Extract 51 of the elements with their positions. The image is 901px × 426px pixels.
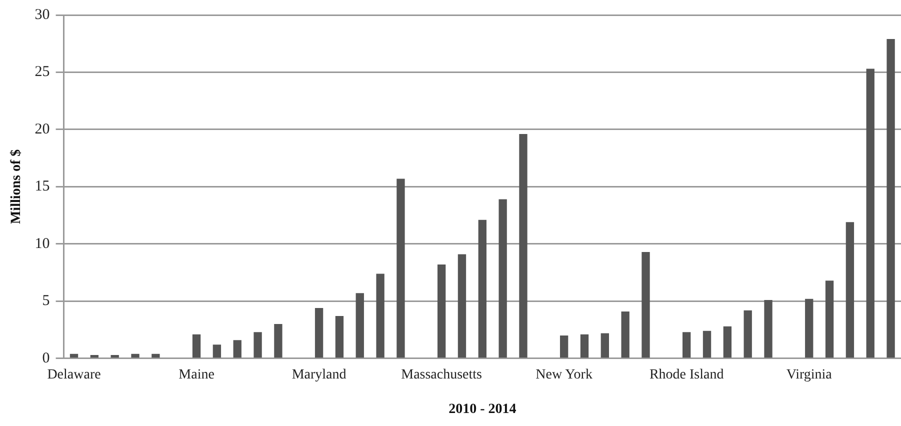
bar [376, 274, 384, 358]
bar [314, 308, 324, 358]
y-tick-label: 30 [34, 6, 50, 23]
bar [274, 324, 282, 358]
bar [744, 310, 752, 358]
bar [152, 354, 160, 358]
bar [90, 354, 99, 358]
bar [723, 326, 732, 358]
bar [498, 199, 507, 358]
bar [846, 222, 854, 358]
bar [192, 334, 201, 358]
bar [356, 293, 364, 358]
bar [866, 68, 874, 358]
bar [600, 333, 609, 358]
x-axis-title: 2010 - 2014 [448, 402, 516, 418]
bar [233, 340, 242, 358]
bar [682, 332, 691, 358]
bar [458, 254, 466, 358]
x-tick-label: Delaware [47, 367, 101, 382]
bar [642, 252, 650, 358]
y-axis-title: Millions of $ [9, 149, 24, 224]
bar [478, 220, 486, 358]
y-tick-label: 0 [42, 350, 50, 366]
x-tick-label: Rhode Island [649, 367, 724, 382]
bar [396, 178, 405, 358]
x-tick-label: New York [536, 367, 592, 382]
bar [335, 316, 344, 358]
x-tick-label: Virginia [786, 367, 833, 382]
bar [254, 332, 262, 358]
y-tick-label: 20 [34, 121, 50, 138]
x-tick-label: Massachusetts [401, 367, 482, 382]
bar [131, 354, 140, 358]
x-tick-label: Maine [178, 367, 214, 382]
bar [886, 39, 895, 358]
bar [580, 334, 589, 358]
bar [805, 298, 814, 358]
bar [212, 344, 222, 358]
bar [764, 300, 772, 358]
bar [560, 336, 568, 358]
bar [437, 264, 446, 358]
bar [621, 311, 630, 358]
y-tick-label: 5 [42, 293, 50, 310]
y-tick-label: 15 [34, 178, 50, 195]
bar [519, 134, 528, 358]
x-tick-label: Maryland [292, 367, 346, 382]
bar [825, 280, 834, 358]
bar [702, 330, 712, 358]
y-tick-label: 10 [34, 236, 50, 252]
y-tick-label: 25 [34, 64, 50, 80]
bar [110, 354, 119, 358]
bar [70, 354, 78, 358]
